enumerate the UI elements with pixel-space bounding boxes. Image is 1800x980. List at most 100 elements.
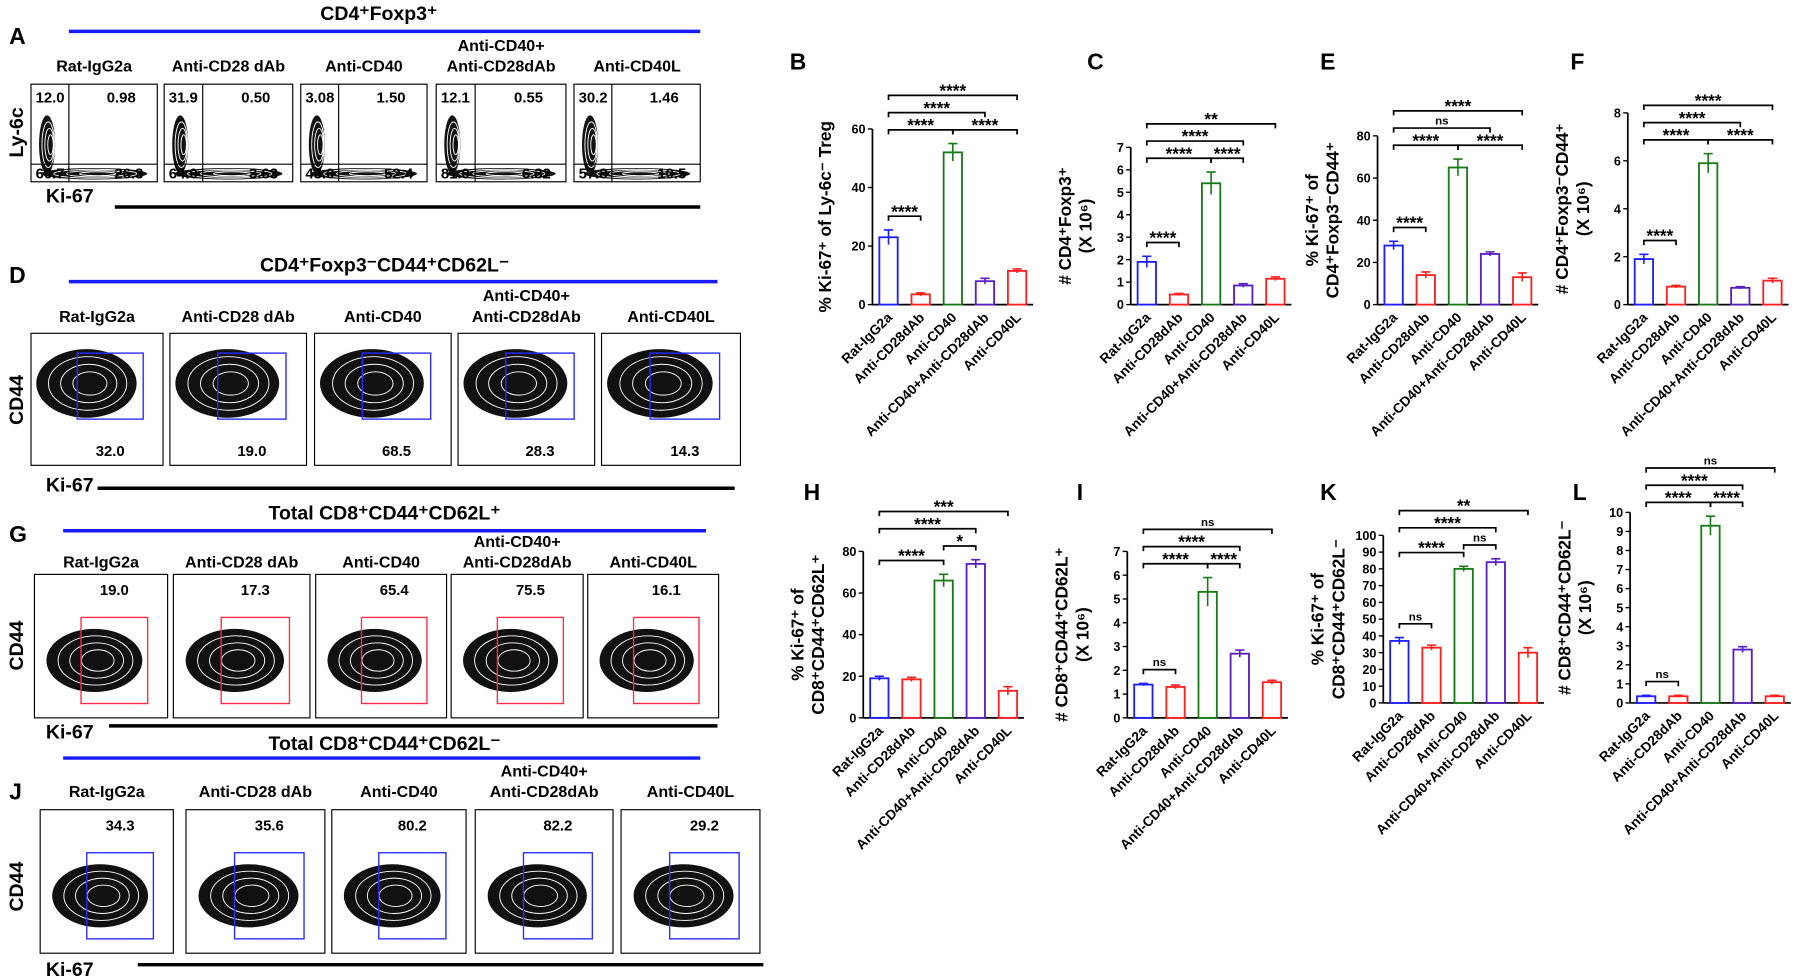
- significance-label: ****: [1695, 91, 1722, 111]
- significance-bracket: [1392, 127, 1491, 133]
- bar: [1485, 561, 1506, 704]
- y-tick-label: 9: [1616, 525, 1623, 539]
- significance-bracket: [887, 215, 922, 221]
- panel-letter: D: [9, 262, 26, 288]
- error-bar: [1453, 158, 1463, 176]
- density-contour: [57, 635, 134, 686]
- panel-letter: C: [1087, 48, 1104, 74]
- density-contour: [632, 363, 693, 404]
- significance-label: ****: [1477, 130, 1504, 150]
- significance-bracket: [1145, 241, 1180, 248]
- density-contour: [590, 134, 597, 156]
- error-bar: [883, 229, 894, 245]
- significance-bracket: [1145, 122, 1277, 129]
- error-bar: [1639, 253, 1649, 264]
- y-tick-label: 60: [842, 587, 856, 601]
- y-axis-label: Ly-6c: [6, 107, 28, 157]
- bar: [1133, 683, 1154, 719]
- y-tick-label: 60: [1362, 596, 1376, 610]
- density-contour: [174, 167, 283, 180]
- density-contour: [644, 371, 682, 396]
- y-axis-title: # CD4⁺Foxp3⁺: [1055, 167, 1075, 285]
- significance-label: ****: [898, 546, 925, 566]
- density-contour: [197, 635, 275, 686]
- significance-label: ****: [939, 81, 966, 101]
- row-title: CD4⁺Foxp3⁺: [320, 3, 437, 25]
- quadrant-value: 57.8: [579, 165, 608, 182]
- quadrant-value: 26.3: [114, 165, 143, 182]
- significance-bracket: [1145, 140, 1245, 146]
- quadrant-value: 0.98: [107, 90, 136, 107]
- density-contour: [177, 127, 188, 162]
- row-title: Total CD8⁺CD44⁺CD62L⁻: [269, 733, 501, 755]
- density-contour: [348, 171, 386, 177]
- plot-label: Anti-CD40+: [501, 762, 588, 780]
- significance-label: ns: [1656, 669, 1669, 681]
- plot-label: Rat-IgG2a: [63, 553, 140, 571]
- y-tick-label: 6: [1113, 569, 1120, 583]
- y-axis-title: # CD8⁺CD44⁺CD62L⁻: [1554, 520, 1574, 694]
- gate-value: 29.2: [690, 817, 719, 834]
- density-contour: [200, 363, 260, 404]
- density-contour: [474, 635, 550, 686]
- bar: [869, 677, 890, 719]
- bar: [1383, 244, 1404, 306]
- gate: [360, 616, 428, 705]
- significance-label: ****: [907, 115, 934, 135]
- bar: [1421, 646, 1442, 704]
- significance-label: ****: [1214, 143, 1241, 163]
- density-contour: [355, 870, 432, 921]
- gate: [632, 616, 700, 705]
- bar: [1762, 279, 1783, 306]
- error-bar: [1206, 171, 1216, 195]
- y-tick-label: 20: [842, 670, 856, 684]
- density-contour: [209, 642, 266, 679]
- bar: [1006, 270, 1028, 306]
- density-contour: [44, 127, 55, 162]
- significance-bracket: [1398, 551, 1465, 558]
- density-contour: [317, 134, 324, 156]
- y-tick-label: 5: [1616, 601, 1623, 615]
- significance-label: ****: [914, 514, 941, 534]
- panel-letter: B: [790, 48, 807, 74]
- y-tick-label: 70: [1362, 579, 1376, 593]
- gate: [76, 352, 144, 420]
- y-tick-label: 3: [1616, 639, 1623, 653]
- density-contour: [180, 134, 187, 156]
- error-bar: [1394, 636, 1404, 645]
- bar: [1633, 258, 1654, 306]
- y-tick-label: 80: [1362, 562, 1376, 576]
- error-bar: [1389, 240, 1399, 250]
- y-tick-label: 40: [1362, 629, 1376, 643]
- density-contour: [75, 877, 130, 914]
- density-contour: [52, 864, 149, 928]
- y-axis-title: (X 10⁶): [1072, 607, 1092, 662]
- plot-label: Rat-IgG2a: [69, 783, 146, 801]
- significance-label: ***: [934, 497, 954, 517]
- y-axis-title: (X 10⁶): [1575, 580, 1595, 635]
- significance-label: **: [1204, 109, 1218, 129]
- quadrant-value: 12.0: [36, 90, 65, 107]
- quadrant-value: 43.0: [305, 165, 334, 182]
- bar: [910, 293, 931, 306]
- gate-value: 80.2: [398, 817, 427, 834]
- density-contour: [174, 121, 189, 168]
- density-contour: [187, 356, 270, 411]
- significance-bracket: [1643, 239, 1677, 246]
- significance-label: ****: [1166, 143, 1193, 163]
- plot-label: Anti-CD28 dAb: [182, 308, 296, 326]
- y-tick-label: 8: [1614, 106, 1621, 120]
- significance-bracket: [1707, 138, 1774, 145]
- y-tick-label: 4: [1616, 620, 1623, 634]
- significance-bracket: [878, 559, 945, 566]
- y-tick-label: 1: [1616, 677, 1623, 691]
- y-tick-label: 7: [1117, 141, 1124, 155]
- density-contour: [596, 168, 681, 179]
- gate: [522, 852, 594, 940]
- error-bar: [939, 573, 949, 587]
- bar: [1265, 277, 1286, 306]
- bar: [1700, 524, 1721, 704]
- bar: [1517, 651, 1539, 704]
- significance-bracket: [1142, 545, 1241, 552]
